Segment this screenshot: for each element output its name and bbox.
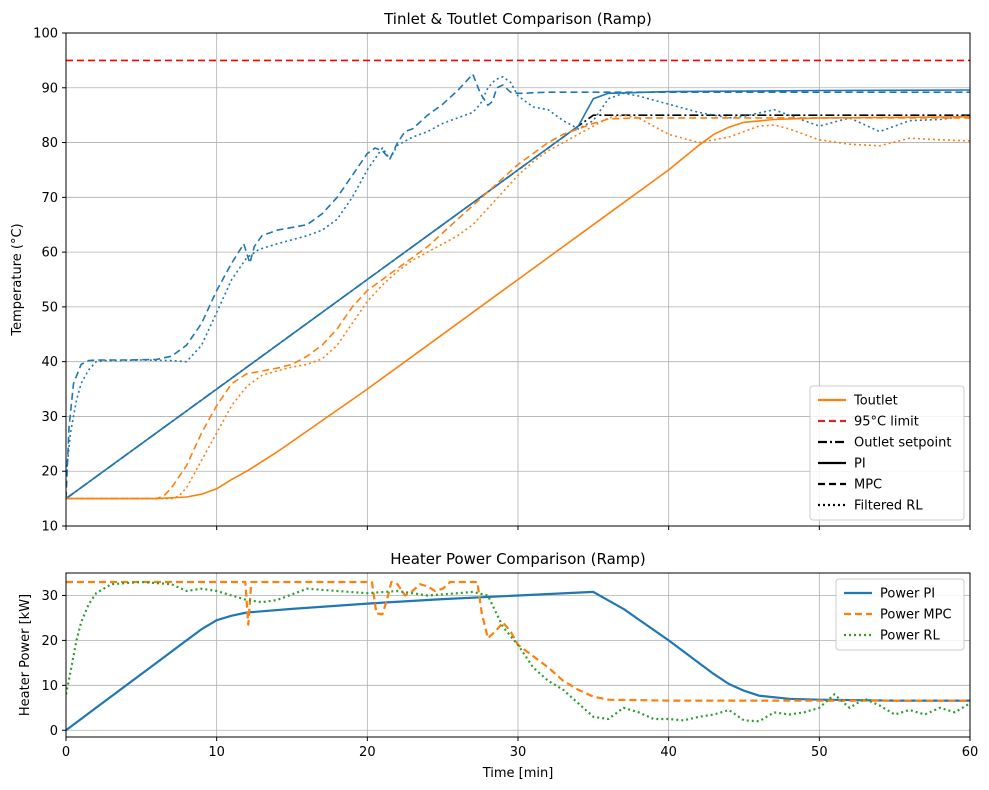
chart-title: Heater Power Comparison (Ramp): [390, 550, 646, 568]
series-group: [66, 59, 970, 500]
y-tick-label: 20: [41, 465, 58, 480]
y-tick-label: 20: [41, 634, 58, 649]
x-tick-label: 0: [62, 745, 70, 760]
x-tick-label: 20: [359, 745, 376, 760]
series-line-tout_pi: [66, 116, 970, 500]
legend-label: 95°C limit: [854, 415, 919, 430]
x-tick-label: 30: [510, 745, 527, 760]
x-tick-label: 40: [660, 745, 677, 760]
series-line-tout_rl: [66, 114, 970, 500]
chart-title: Tinlet & Toutlet Comparison (Ramp): [383, 10, 652, 28]
y-axis-label: Temperature (°C): [10, 223, 25, 336]
y-axis-label: Heater Power [kW]: [18, 594, 33, 716]
power-chart: 0 10 20 30 40 50 60 0 10 20 30 Heater Power Compari…: [18, 550, 978, 781]
y-tick-label: 10: [41, 679, 58, 694]
y-tick-label: 90: [41, 81, 58, 96]
legend-label: Toutlet: [853, 394, 898, 409]
y-tick-label: 30: [41, 410, 58, 425]
legend-label: Outlet setpoint: [854, 436, 951, 451]
temperature-chart: 10 20 30 40 50 60 70 80 90 100 Tinlet & Toutlet Co…: [10, 10, 971, 535]
y-tick-label: 80: [41, 136, 58, 151]
y-tick-label: 70: [41, 191, 58, 206]
y-tick-label: 100: [33, 27, 58, 42]
x-tick-label: 50: [811, 745, 828, 760]
legend-box: [835, 578, 965, 651]
series-line-tin_mpc: [66, 73, 970, 499]
grid: [65, 573, 971, 737]
legend: Power PI Power MPC Power RL: [835, 578, 965, 651]
y-tick-label: 50: [41, 300, 58, 315]
legend-label: MPC: [854, 478, 882, 493]
y-tick-label: 30: [41, 589, 58, 604]
legend-label: PI: [854, 457, 866, 472]
legend-box: [809, 385, 965, 521]
y-tick-label: 60: [41, 246, 58, 261]
legend-label: Filtered RL: [854, 499, 923, 514]
series-line-p_pi: [66, 590, 970, 732]
y-tick-label: 40: [41, 355, 58, 370]
series-line-p_mpc: [66, 580, 970, 702]
series-line-tin_rl: [66, 76, 970, 477]
legend-label: Power PI: [880, 587, 935, 602]
series-line-tin_pi: [66, 89, 970, 500]
legend: Toutlet 95°C limit Outlet setpoint PI MPC Fil…: [809, 385, 965, 521]
legend-label: Power RL: [880, 629, 940, 644]
series-line-tout_mpc: [66, 117, 970, 500]
x-axis-label: Time [min]: [482, 766, 554, 781]
y-tick-label: 10: [41, 520, 58, 535]
series-group: [66, 580, 970, 732]
legend-label: Power MPC: [880, 608, 952, 623]
x-tick-label: 10: [208, 745, 225, 760]
y-tick-label: 0: [50, 724, 58, 739]
x-tick-label: 60: [962, 745, 979, 760]
